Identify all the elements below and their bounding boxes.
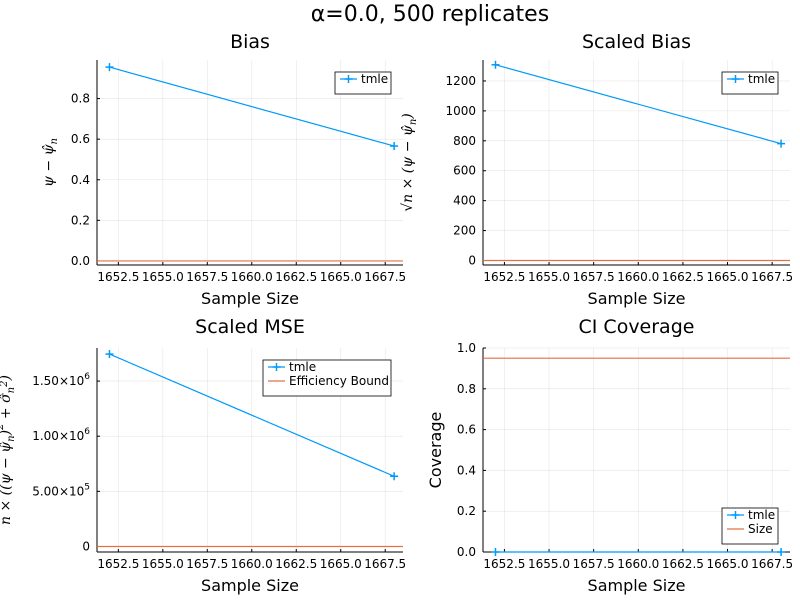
data-point-tmle	[390, 142, 399, 151]
y-tick-label: 0.4	[71, 173, 90, 187]
y-tick-label: 400	[453, 194, 476, 208]
data-point-tmle	[105, 63, 114, 72]
data-point-tmle	[777, 139, 786, 148]
figure-title: α=0.0, 500 replicates	[311, 2, 549, 27]
y-tick-label: 0.8	[457, 382, 476, 396]
x-tick-label: 1652.5	[483, 557, 525, 571]
grid	[483, 347, 790, 553]
y-tick-label: 1200	[445, 74, 476, 88]
x-tick-label: 1660.0	[617, 557, 659, 571]
x-tick-label: 1657.5	[573, 557, 615, 571]
x-axis-label: Sample Size	[588, 576, 686, 595]
y-tick-label: 0.2	[71, 213, 90, 227]
subplot-1: Bias 1652.5 1655.0 1657.5 1660.0 1662.5 1665.0…	[41, 31, 406, 308]
subplot-3: Scaled MSE 1652.5 1655.0 1657.5 1660.0 1662.5…	[0, 316, 406, 595]
y-axis-label: n × ((ψ − ψ̂n)2 + σ̂n2)	[0, 375, 17, 525]
y-tick-label: 0.8	[71, 92, 90, 106]
x-tick-label: 1652.5	[97, 557, 139, 571]
y-tick-label: 0.4	[457, 463, 476, 477]
x-tick-label: 1655.0	[142, 557, 184, 571]
y-axis-label: ψ − ψ̂n	[41, 138, 60, 187]
y-tick-label: 200	[453, 224, 476, 238]
x-tick-label: 1652.5	[483, 270, 525, 284]
x-tick-label: 1665.0	[320, 557, 362, 571]
subplot-title: CI Coverage	[579, 316, 695, 338]
x-tick-label: 1667.5	[364, 557, 406, 571]
y-tick-label: 1.50×106	[32, 372, 90, 388]
y-axis-label: Coverage	[426, 412, 445, 489]
x-tick-label: 1657.5	[186, 557, 228, 571]
series-line-tmle	[495, 64, 782, 145]
y-tick-label: 1000	[445, 104, 476, 118]
data-point-tmle	[777, 548, 786, 556]
x-tick-label: 1660.0	[231, 557, 273, 571]
x-tick-label: 1662.5	[275, 270, 317, 284]
x-tick-label: 1667.5	[751, 557, 793, 571]
legend-marker-tmle	[344, 75, 353, 83]
legend-marker-tmle	[272, 363, 281, 371]
x-tick-label: 1662.5	[662, 557, 704, 571]
y-tick-label: 0.0	[71, 254, 90, 268]
x-tick-label: 1665.0	[320, 270, 362, 284]
subplot-title: Scaled MSE	[195, 316, 305, 338]
x-tick-label: 1655.0	[528, 270, 570, 284]
x-tick-label: 1667.5	[364, 270, 406, 284]
legend-label: tmle	[289, 360, 316, 374]
x-tick-label: 1660.0	[231, 270, 273, 284]
subplot-title: Bias	[230, 31, 270, 53]
x-tick-label: 1657.5	[573, 270, 615, 284]
series-line-tmle	[109, 66, 395, 147]
y-tick-label: 5.00×105	[32, 482, 90, 498]
legend-label: Size	[748, 522, 773, 536]
series-line-tmle	[109, 353, 395, 477]
data-point-tmle	[390, 472, 399, 481]
x-tick-label: 1665.0	[707, 557, 749, 571]
x-axis-label: Sample Size	[201, 576, 299, 595]
x-tick-label: 1665.0	[707, 270, 749, 284]
legend-label: tmle	[361, 72, 388, 86]
subplot-2: Scaled Bias 1652.5 1655.0 1657.5 1660.0 1662.…	[400, 31, 793, 308]
y-axis-label: √n × (ψ − ψ̂n)	[400, 113, 419, 212]
subplot-4: CI Coverage 1652.5 1655.0 1657.5 1660.0 1662.…	[426, 316, 793, 595]
y-tick-label: 600	[453, 164, 476, 178]
legend: tmle	[334, 71, 392, 95]
x-tick-label: 1660.0	[617, 270, 659, 284]
subplot-title: Scaled Bias	[582, 31, 691, 53]
legend-label: Efficiency Bound	[289, 374, 389, 388]
data-point-tmle	[105, 350, 114, 359]
legend-label: tmle	[748, 72, 775, 86]
x-tick-label: 1662.5	[662, 270, 704, 284]
y-tick-label: 0.2	[457, 504, 476, 518]
y-tick-label: 0	[82, 539, 90, 553]
y-tick-label: 1.0	[457, 341, 476, 355]
y-tick-label: 0	[468, 254, 476, 268]
x-axis-label: Sample Size	[588, 289, 686, 308]
legend: tmle	[721, 71, 779, 95]
x-axis-label: Sample Size	[201, 289, 299, 308]
x-tick-label: 1657.5	[186, 270, 228, 284]
y-tick-label: 0.6	[71, 132, 90, 146]
data-point-tmle	[491, 548, 500, 556]
data-point-tmle	[491, 60, 500, 69]
x-tick-label: 1655.0	[528, 557, 570, 571]
y-tick-label: 800	[453, 134, 476, 148]
legend-marker-tmle	[731, 75, 740, 83]
y-tick-label: 0.6	[457, 423, 476, 437]
x-tick-label: 1655.0	[142, 270, 184, 284]
x-tick-label: 1667.5	[751, 270, 793, 284]
legend-label: tmle	[748, 508, 775, 522]
x-tick-label: 1662.5	[275, 557, 317, 571]
x-tick-label: 1652.5	[97, 270, 139, 284]
y-tick-label: 0.0	[457, 545, 476, 559]
y-tick-label: 1.00×106	[32, 427, 90, 443]
legend-marker-tmle	[731, 511, 740, 519]
